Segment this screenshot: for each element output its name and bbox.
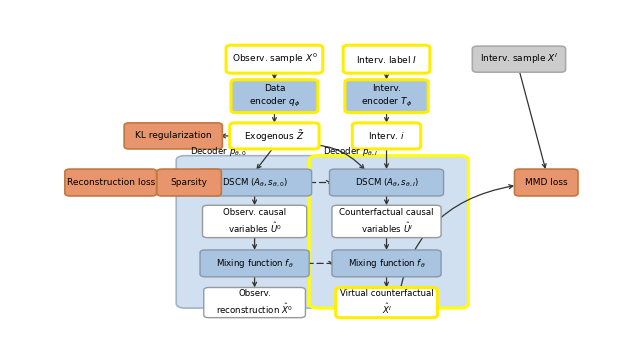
Text: Mixing function $f_\theta$: Mixing function $f_\theta$ [348,257,426,270]
Text: Interv.
encoder $T_\phi$: Interv. encoder $T_\phi$ [361,84,412,109]
FancyBboxPatch shape [345,80,428,112]
Text: Counterfactual causal
variables $\hat{U}^I$: Counterfactual causal variables $\hat{U}… [339,208,434,235]
FancyBboxPatch shape [204,288,305,318]
Text: Decoder $p_{\theta,I}$: Decoder $p_{\theta,I}$ [323,146,378,158]
Text: Decoder $p_{\theta,0}$: Decoder $p_{\theta,0}$ [190,146,247,158]
FancyBboxPatch shape [472,46,566,72]
Text: Interv. sample $X^I$: Interv. sample $X^I$ [480,52,558,66]
FancyBboxPatch shape [65,169,157,196]
FancyBboxPatch shape [332,205,441,237]
FancyBboxPatch shape [124,123,222,149]
FancyBboxPatch shape [230,123,319,149]
Text: Interv. label $I$: Interv. label $I$ [356,54,417,65]
Text: Mixing function $f_\theta$: Mixing function $f_\theta$ [216,257,293,270]
FancyBboxPatch shape [343,45,430,73]
FancyBboxPatch shape [515,169,578,196]
Text: Observ. causal
variables $\hat{U}^0$: Observ. causal variables $\hat{U}^0$ [223,208,286,235]
FancyBboxPatch shape [202,205,307,237]
Text: Exogenous $\tilde{Z}$: Exogenous $\tilde{Z}$ [244,128,305,144]
Text: Sparsity: Sparsity [171,178,207,187]
Text: Virtual counterfactual
$\hat{X}^I$: Virtual counterfactual $\hat{X}^I$ [340,289,433,316]
FancyBboxPatch shape [231,80,318,112]
FancyBboxPatch shape [176,156,335,308]
Text: Observ. sample $X^0$: Observ. sample $X^0$ [232,52,317,66]
FancyBboxPatch shape [198,169,312,196]
FancyBboxPatch shape [332,250,441,277]
FancyBboxPatch shape [336,288,437,318]
FancyBboxPatch shape [200,250,309,277]
FancyBboxPatch shape [309,156,468,308]
Text: DSCM $(A_\theta, s_{\theta,0})$: DSCM $(A_\theta, s_{\theta,0})$ [221,176,287,189]
Text: DSCM $(A_\theta, s_{\theta,I})$: DSCM $(A_\theta, s_{\theta,I})$ [355,176,419,189]
FancyBboxPatch shape [330,169,444,196]
Text: KL regularization: KL regularization [135,131,212,140]
FancyBboxPatch shape [226,45,323,73]
FancyBboxPatch shape [352,123,420,149]
Text: Reconstruction loss: Reconstruction loss [67,178,155,187]
Text: Observ.
reconstruction $\hat{X}^0$: Observ. reconstruction $\hat{X}^0$ [216,289,293,316]
Text: Data
encoder $q_\phi$: Data encoder $q_\phi$ [249,84,300,109]
FancyBboxPatch shape [157,169,221,196]
Text: Interv. $i$: Interv. $i$ [368,130,405,141]
Text: MMD loss: MMD loss [525,178,568,187]
